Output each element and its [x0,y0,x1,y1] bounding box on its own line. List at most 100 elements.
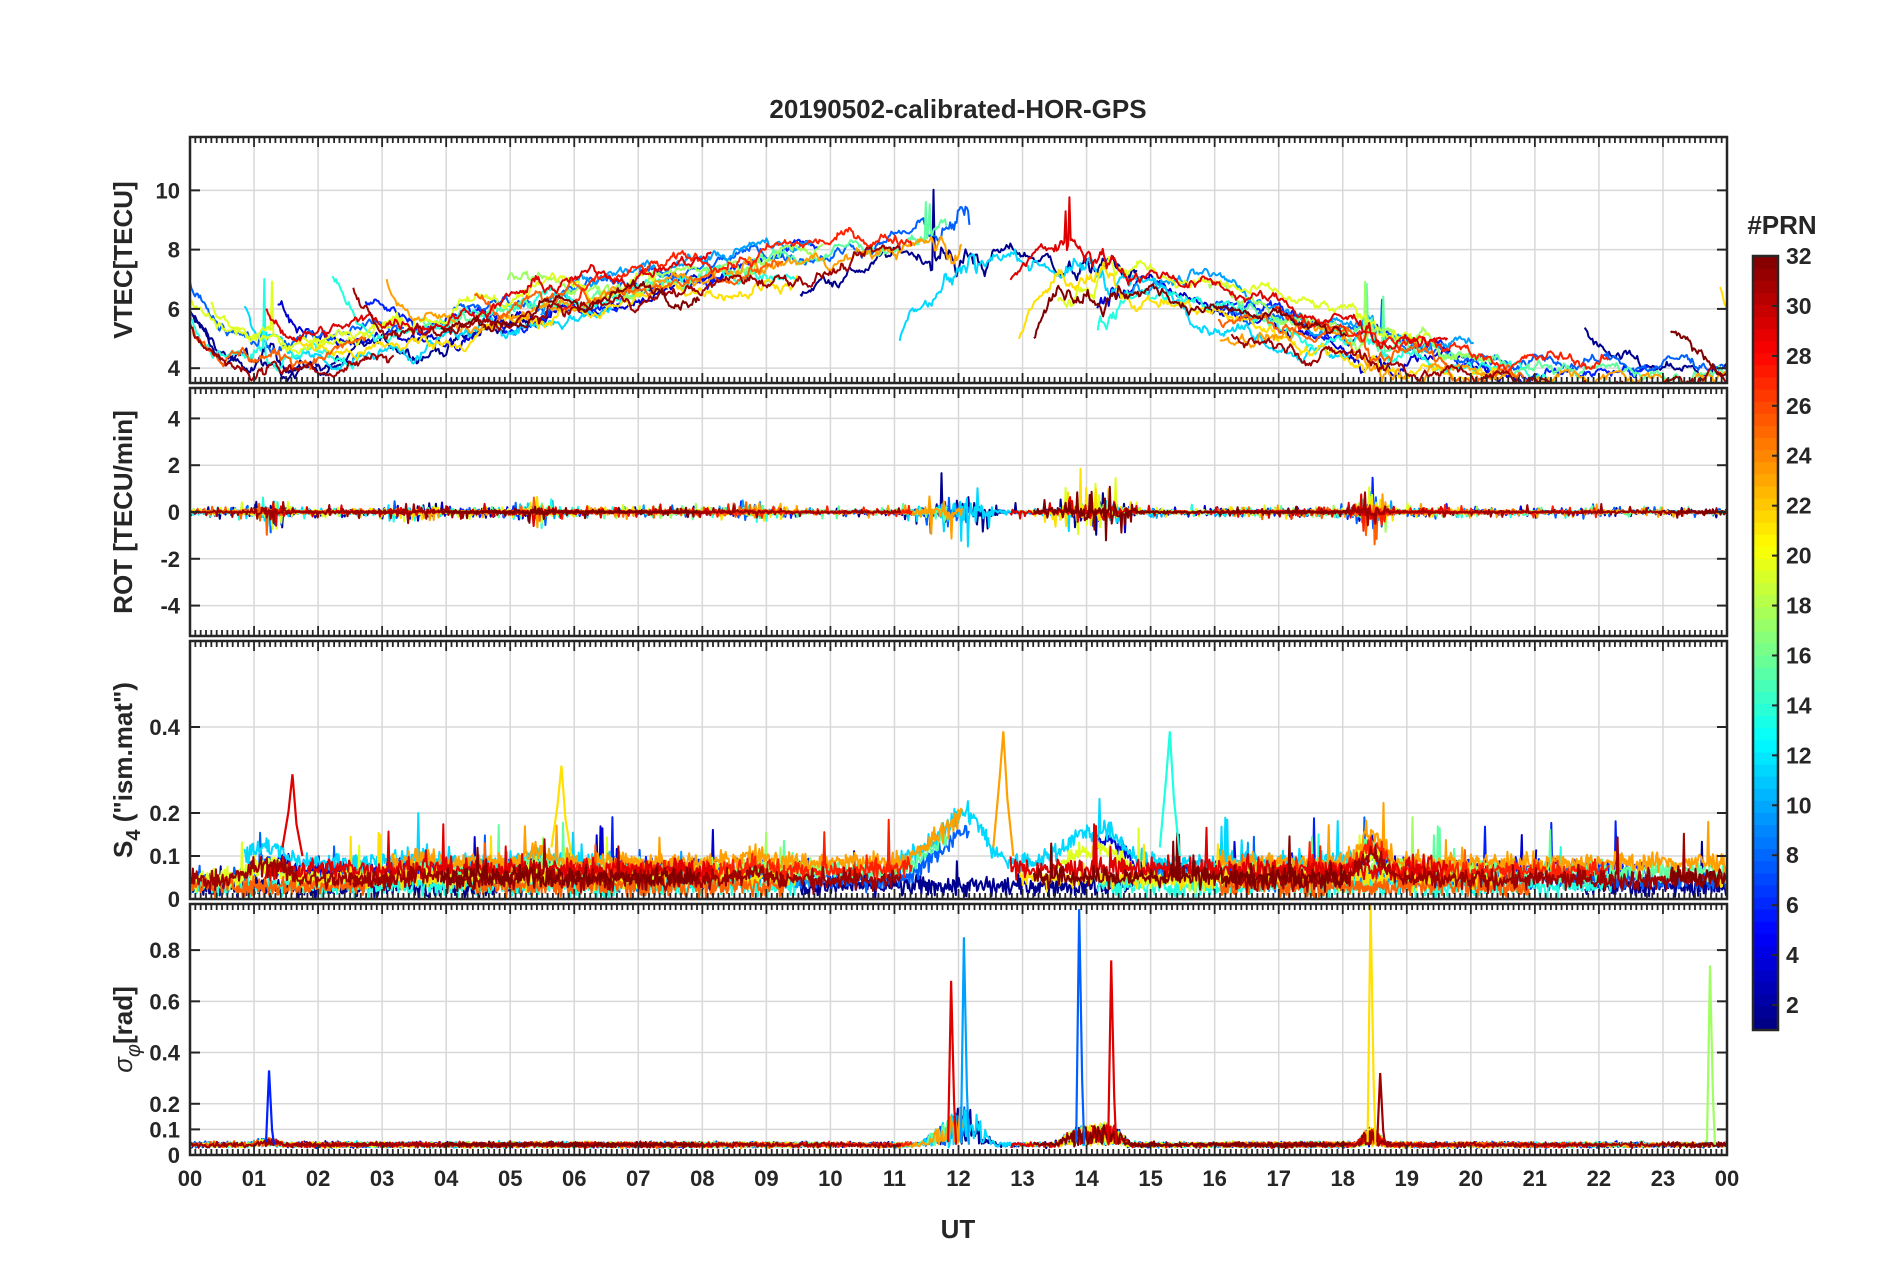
series-line-prn-31 [1230,832,1727,895]
sigphi-peak [946,980,958,1145]
colorbar-segment [1753,872,1778,886]
series-group [190,188,1727,383]
colorbar-segment [1753,993,1778,1007]
series-line-prn-31 [190,1138,396,1149]
y-tick-label: -4 [160,594,180,619]
sigphi-peak [1376,1072,1387,1145]
x-tick-label: 16 [1202,1166,1226,1191]
y-axis-label-rot: ROT [TECU/min] [108,410,138,614]
x-tick-label: 22 [1587,1166,1611,1191]
series-line-prn-25 [190,325,367,370]
colorbar-segment [1753,304,1778,318]
colorbar-segment [1753,413,1778,426]
colorbar-tick-label: 16 [1786,642,1812,668]
colorbar-segment [1753,679,1778,692]
colorbar-segment [1753,884,1778,898]
colorbar-segment [1753,727,1778,741]
y-label-main: S [108,841,138,858]
series-line-prn-29 [264,823,713,884]
y-label-sub: φ [123,1044,145,1057]
y-tick-label: 6 [168,297,180,322]
colorbar-segment [1753,485,1778,499]
y-tick-label: 8 [168,238,180,263]
series-group [190,467,1727,548]
x-tick-label: 11 [883,1166,906,1191]
colorbar-segment [1753,376,1778,390]
sigphi-peak [1705,965,1717,1145]
colorbar-segment [1753,618,1778,632]
x-tick-label: 03 [370,1166,394,1191]
y-tick-label: 0.8 [149,938,180,963]
colorbar-tick-label: 32 [1786,243,1812,269]
colorbar-segment [1753,425,1778,439]
colorbar-segment [1753,473,1778,487]
series-line-prn-7 [190,500,404,534]
sigphi-peak [1366,904,1377,1145]
colorbar-segment [1753,364,1778,378]
x-tick-label: 08 [690,1166,714,1191]
colorbar-segment [1753,558,1778,572]
panel-rot: -4 -2 0 2 4 ROT [TECU/min] [108,386,1729,638]
colorbar-tick-label: 18 [1786,593,1812,619]
y-label-rest: [rad] [108,986,138,1044]
series-line-prn-23 [1219,801,1727,876]
series-line-prn-31 [1230,333,1727,383]
series-line-prn-32 [1669,330,1727,377]
colorbar-tick-label: 6 [1786,892,1799,918]
x-tick-label: 07 [626,1166,650,1191]
series-line-prn-21 [298,275,800,361]
colorbar-segment [1753,715,1778,729]
colorbar-segment [1753,800,1778,813]
x-tick-label: 14 [1074,1166,1099,1191]
series-line-prn-32 [1669,1141,1727,1150]
colorbar-segment [1753,509,1778,523]
s4-peak [281,774,304,857]
y-label-rest: ("ism.mat") [108,682,138,829]
series-line-prn-31 [190,501,396,524]
series-line-prn-32 [1669,865,1727,889]
colorbar-label: #PRN [1747,210,1816,240]
series-line-prn-32 [1033,1124,1348,1150]
series-line-prn-32 [1032,485,1348,542]
series-line-prn-29 [265,251,713,343]
y-tick-label: 4 [168,356,181,381]
colorbar-tick-label: 22 [1786,493,1812,519]
y-tick-label: 2 [168,453,180,478]
x-tick-label: 04 [434,1166,459,1191]
colorbar-segment [1753,776,1778,789]
y-tick-label: 0 [168,887,180,912]
x-tick-label: 15 [1138,1166,1162,1191]
x-tick-label: 12 [946,1166,970,1191]
series-line-prn-25 [473,259,784,320]
s4-peak [992,731,1015,857]
y-label-main: σ [108,1056,138,1073]
x-tick-label: 00 [1715,1166,1739,1191]
colorbar-segment [1753,909,1778,922]
series-line-prn-32 [440,846,701,893]
series-line-prn-17 [1207,280,1494,363]
sigphi-peak [959,937,971,1145]
colorbar-segment [1753,763,1778,777]
colorbar-segment [1753,522,1778,535]
x-tick-label: 00 [178,1166,202,1191]
colorbar-tick-label: 30 [1786,293,1812,319]
x-tick-label: 06 [562,1166,586,1191]
series-line-prn-25 [1217,311,1530,383]
x-tick-label: 01 [242,1166,266,1191]
colorbar-segment [1753,570,1778,584]
x-tick-label: 17 [1266,1166,1290,1191]
series-line-prn-21 [1719,286,1727,309]
panel-sigphi: 00.10.20.40.60.8σφ[rad] [108,902,1729,1168]
colorbar-tick-label: 26 [1786,393,1812,419]
colorbar-segment [1753,848,1778,862]
s4-peak [1158,731,1181,857]
colorbar-segment [1753,957,1778,971]
colorbar-tick-label: 20 [1786,543,1812,569]
y-tick-label: 0.1 [149,844,180,869]
y-axis-label-s4: S4 ("ism.mat") [108,682,145,858]
colorbar-segment [1753,437,1778,451]
series-line-prn-31 [1230,491,1727,527]
x-tick-label: 13 [1010,1166,1034,1191]
s4-peak [550,765,573,857]
colorbar-segment [1753,969,1778,983]
